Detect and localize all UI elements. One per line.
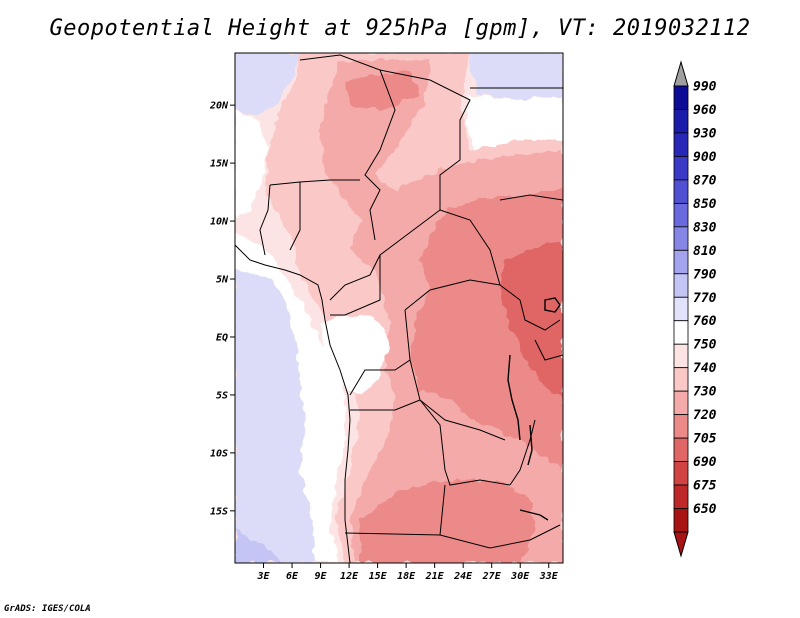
colorbar-label: 790	[693, 267, 717, 282]
lon-tick-label: 24E	[453, 571, 473, 582]
sahara-blue-ne	[470, 53, 563, 100]
gabon-white	[322, 315, 390, 395]
colorbar-swatch	[673, 226, 689, 251]
colorbar-swatch	[673, 508, 689, 533]
lon-tick-label: 15E	[369, 571, 388, 582]
colorbar-swatch	[673, 414, 689, 439]
lon-tick-label: 27E	[482, 571, 502, 582]
colorbar-top-arrow	[673, 60, 689, 87]
colorbar-label: 760	[693, 314, 717, 329]
sahara-white-ne	[465, 95, 563, 150]
lat-tick-label: 15N	[210, 159, 229, 170]
lat-tick-label: 10N	[210, 217, 229, 228]
colorbar-label: 675	[693, 479, 717, 494]
lon-tick-label: 9E	[315, 571, 328, 582]
map-title: Geopotential Height at 925hPa [gpm], VT:…	[49, 16, 751, 41]
colorbar-swatch	[673, 484, 689, 509]
grads-credit: GrADS: IGES/COLA	[4, 604, 91, 614]
sahara-blue-nw	[235, 53, 300, 115]
sahel-white-nw	[235, 110, 268, 220]
colorbar-swatch	[673, 273, 689, 298]
lon-tick-label: 18E	[397, 571, 416, 582]
colorbar-label: 770	[693, 291, 717, 306]
lat-tick-label: 10S	[210, 448, 228, 459]
lon-tick-label: 12E	[340, 571, 359, 582]
colorbar: 990 960 930 900 870 850 830 810 790 770 760 750 740 7…	[673, 60, 717, 558]
lon-tick-label: 21E	[425, 571, 445, 582]
lat-tick-label: EQ	[216, 332, 228, 343]
colorbar-swatch	[673, 132, 689, 157]
colorbar-swatch	[673, 390, 689, 416]
colorbar-swatch	[673, 296, 689, 322]
latitude-axis: 20N 15N 10N 5N EQ 5S 10S 15S	[209, 101, 235, 517]
colorbar-swatch	[673, 367, 689, 392]
colorbar-label: 705	[693, 432, 717, 447]
country-borders	[259, 54, 563, 549]
lon-tick-label: 6E	[286, 571, 299, 582]
lat-tick-label: 20N	[209, 101, 229, 112]
colorbar-swatch	[673, 437, 689, 462]
lakes	[507, 297, 561, 521]
colorbar-swatch	[673, 85, 689, 110]
contour-720	[345, 70, 563, 563]
ocean-blue	[235, 270, 315, 563]
colorbar-label: 850	[693, 197, 717, 212]
ocean-blue-south	[235, 530, 280, 563]
colorbar-swatch	[673, 343, 689, 369]
coastline	[235, 244, 351, 563]
colorbar-swatch	[673, 156, 689, 181]
colorbar-label: 930	[693, 126, 717, 141]
colorbar-label: 730	[693, 385, 717, 400]
colorbar-swatch	[673, 179, 689, 204]
colorbar-label: 870	[693, 173, 717, 188]
colorbar-label: 690	[693, 455, 717, 470]
colorbar-swatch	[673, 202, 689, 228]
colorbar-label: 990	[693, 80, 717, 95]
colorbar-label: 750	[693, 338, 717, 353]
colorbar-label: 900	[693, 150, 717, 165]
map-frame	[234, 52, 564, 564]
colorbar-swatch	[673, 109, 689, 134]
colorbar-swatch	[673, 461, 689, 486]
colorbar-swatch	[673, 320, 689, 345]
lon-tick-label: 30E	[510, 571, 530, 582]
lon-tick-label: 33E	[539, 571, 559, 582]
contour-705	[500, 240, 563, 400]
colorbar-label: 720	[693, 408, 717, 423]
geopotential-field	[235, 53, 563, 563]
colorbar-swatch	[673, 249, 689, 275]
colorbar-bottom-arrow	[673, 531, 689, 558]
lat-tick-label: 5S	[216, 390, 228, 401]
colorbar-label: 740	[693, 361, 717, 376]
longitude-axis: 3E 6E 9E 12E 15E 18E 21E 24E 27E 30E 33E	[256, 563, 559, 582]
colorbar-label: 650	[693, 502, 717, 517]
lat-tick-label: 15S	[210, 506, 228, 517]
lon-tick-label: 3E	[256, 571, 270, 582]
colorbar-label: 830	[693, 220, 717, 235]
lat-tick-label: 5N	[216, 275, 229, 286]
colorbar-label: 960	[693, 103, 717, 118]
colorbar-label: 810	[693, 244, 717, 259]
